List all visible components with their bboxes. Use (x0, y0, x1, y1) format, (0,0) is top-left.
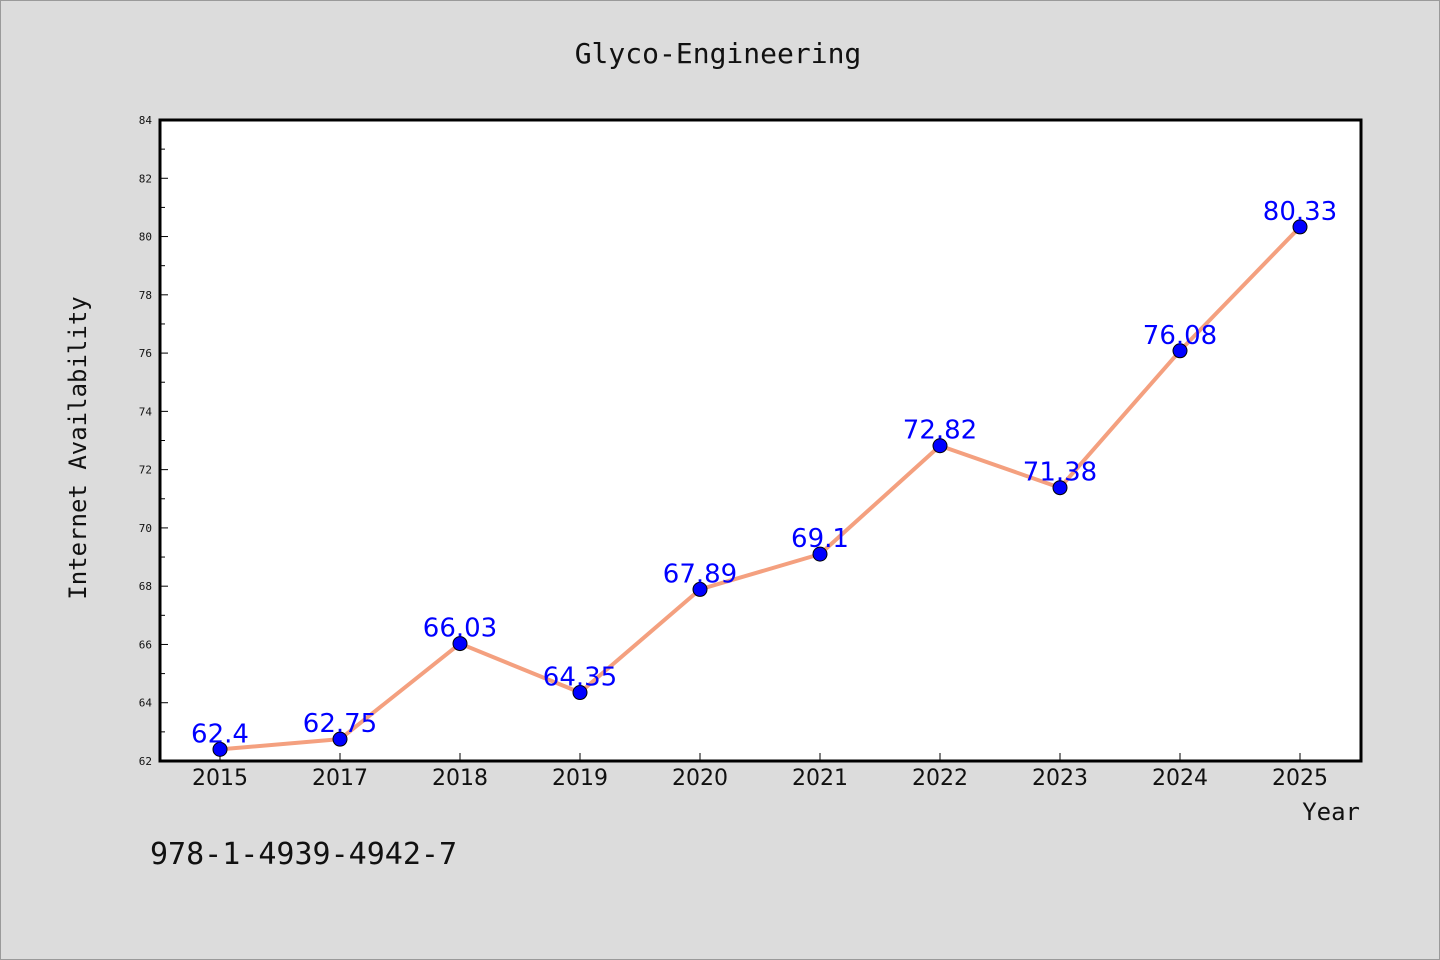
y-tick-label: 66 (139, 638, 152, 651)
data-label: 62.75 (303, 709, 377, 739)
y-tick-label: 62 (139, 755, 152, 768)
y-tick-label: 84 (139, 114, 153, 127)
chart-title: Glyco-Engineering (575, 37, 862, 70)
data-point (332, 731, 348, 747)
x-tick-label: 2019 (552, 766, 608, 791)
series-group: 62.4 62.75 66.03 64.35 67.89 69.1 72.82 71.38 76… (191, 197, 1337, 757)
data-label: 80.33 (1263, 197, 1337, 227)
y-axis-label: Internet Availability (64, 296, 92, 599)
x-tick-label: 2024 (1152, 766, 1208, 791)
data-point (572, 685, 588, 701)
plot-area (158, 118, 1363, 763)
x-tick-label: 2025 (1272, 766, 1328, 791)
y-tick-label: 76 (139, 347, 152, 360)
data-label: 76.08 (1143, 321, 1217, 351)
y-tick-label: 74 (139, 405, 153, 418)
data-point (1052, 480, 1068, 496)
y-tick-label: 82 (139, 172, 152, 185)
y-axis-ticks: 62 64 66 68 70 72 74 76 78 80 82 84 (139, 114, 168, 768)
y-tick-label: 70 (139, 522, 152, 535)
x-axis-ticks: 2015 2017 2018 2019 2020 2021 2022 2023 2024 2025 (192, 753, 1328, 791)
data-point (212, 741, 228, 757)
x-tick-label: 2015 (192, 766, 248, 791)
x-tick-label: 2020 (672, 766, 728, 791)
data-label: 67.89 (663, 559, 737, 589)
y-tick-label: 64 (139, 697, 153, 710)
data-label: 64.35 (543, 663, 617, 693)
data-label: 62.4 (191, 719, 249, 749)
x-tick-label: 2017 (312, 766, 368, 791)
data-label: 71.38 (1023, 458, 1097, 488)
data-point (812, 546, 828, 562)
data-point (452, 636, 468, 652)
isbn-text: 978-1-4939-4942-7 (150, 837, 457, 872)
series-line (218, 224, 1302, 752)
data-point (932, 438, 948, 454)
y-tick-label: 72 (139, 464, 152, 477)
y-tick-label: 80 (139, 231, 152, 244)
data-label: 69.1 (791, 524, 849, 554)
x-tick-label: 2023 (1032, 766, 1088, 791)
y-tick-label: 78 (139, 289, 152, 302)
x-tick-label: 2021 (792, 766, 848, 791)
data-point (1172, 343, 1188, 359)
x-axis-label: Year (1302, 798, 1360, 826)
data-label: 66.03 (423, 614, 497, 644)
data-point (1292, 219, 1308, 235)
x-tick-label: 2022 (912, 766, 968, 791)
y-tick-label: 68 (139, 580, 152, 593)
x-tick-label: 2018 (432, 766, 488, 791)
data-point (692, 581, 708, 597)
data-label: 72.82 (903, 416, 977, 446)
